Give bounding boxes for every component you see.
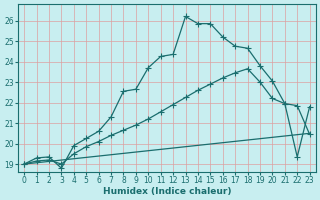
X-axis label: Humidex (Indice chaleur): Humidex (Indice chaleur) — [103, 187, 231, 196]
